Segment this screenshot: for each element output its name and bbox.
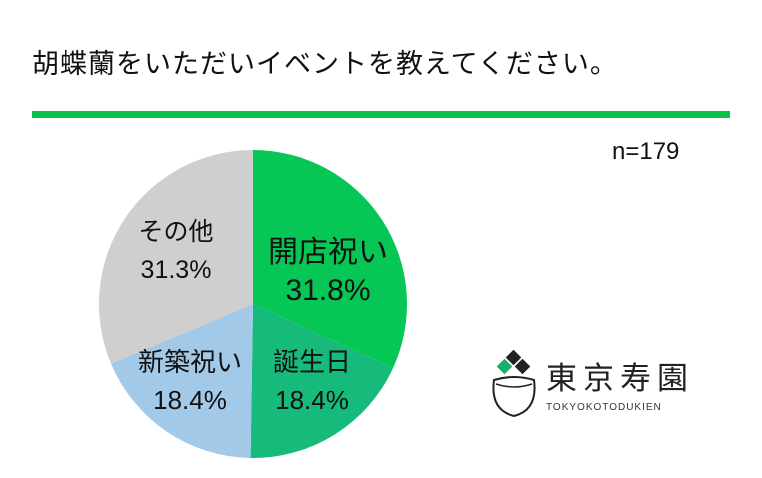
pie-slice-3 bbox=[111, 304, 253, 458]
pie-slice-2 bbox=[250, 304, 394, 458]
brand-logo: 東京寿園 TOKYOKOTODUKIEN bbox=[488, 350, 728, 430]
slice-value-2: 18.4% bbox=[275, 385, 349, 415]
pie-slice-1 bbox=[253, 150, 407, 369]
pie-slice-4 bbox=[98, 150, 254, 364]
slice-value-4: 31.3% bbox=[141, 256, 212, 284]
logo-romaji: TOKYOKOTODUKIEN bbox=[546, 402, 662, 413]
title-underline bbox=[32, 111, 730, 118]
slice-value-1: 31.8% bbox=[285, 274, 370, 307]
sample-size-label: n=179 bbox=[612, 138, 680, 165]
slice-label-4: その他 bbox=[138, 217, 213, 246]
slice-label-1: 開店祝い bbox=[268, 235, 388, 270]
logo-name: 東京寿園 bbox=[546, 361, 694, 397]
orchid-pot-logo-icon bbox=[492, 350, 536, 418]
slice-label-3: 新築祝い bbox=[138, 348, 242, 378]
chart-title: 胡蝶蘭をいただいイベントを教えてください。 bbox=[32, 49, 618, 80]
slice-label-2: 誕生日 bbox=[273, 348, 351, 378]
slice-value-3: 18.4% bbox=[153, 385, 227, 415]
